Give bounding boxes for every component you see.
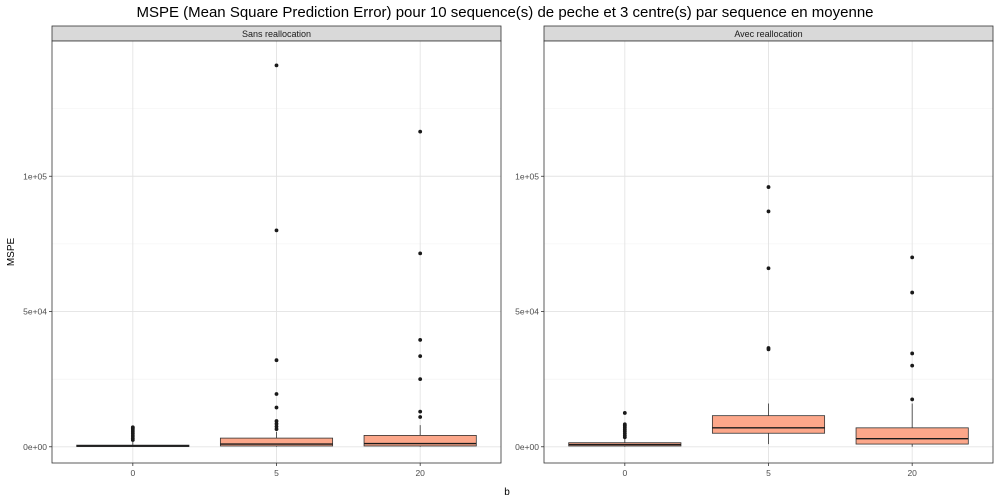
y-tick-label: 1e+05 [515,171,539,181]
box-0 [568,411,682,447]
box-iqr [711,415,826,434]
box-5 [219,63,334,447]
gridlines [544,41,993,463]
y-tick-label: 1e+05 [23,171,47,181]
outlier-point [418,409,423,414]
facet-panel-1: Sans reallocation 0e+00 5e+04 1e+05 0 5 20 [23,25,502,478]
x-tick-label: 5 [766,468,771,478]
outlier-point [910,363,915,368]
box-iqr [219,437,334,447]
y-tick-label: 5e+04 [515,307,539,317]
outlier-point [274,427,279,432]
outlier-point [274,63,279,68]
x-tick-label: 20 [415,468,425,478]
box-20 [855,255,969,447]
outlier-point [274,358,279,363]
box-iqr [363,435,477,447]
outlier-point [622,411,627,415]
box-iqr [855,427,969,445]
facet-strip-label: Sans reallocation [242,29,311,39]
facet-strip-label: Avec reallocation [734,29,802,39]
y-axis-title: MSPE [6,238,17,267]
facet-panel-2: Avec reallocation 0e+00 5e+04 1e+05 0 5 20 [515,25,994,478]
outlier-point [910,397,915,402]
outlier-point [766,346,771,350]
outlier-point [766,185,771,189]
outlier-point [418,338,423,342]
outlier-point [910,351,915,356]
y-tick-label: 0e+00 [515,442,539,452]
outlier-point [130,425,135,430]
outlier-point [910,290,915,295]
x-tick-label: 5 [274,468,279,478]
x-axis-title: b [504,487,510,498]
outlier-point [622,422,627,427]
box-20 [363,129,477,447]
outlier-point [274,421,279,426]
outlier-point [766,266,771,271]
chart-title: MSPE (Mean Square Prediction Error) pour… [136,4,873,21]
y-tick-label: 0e+00 [23,442,47,452]
outlier-point [418,251,423,256]
x-tick-label: 20 [907,468,917,478]
outlier-point [274,228,279,233]
outlier-point [274,419,279,423]
outlier-point [418,354,423,359]
outlier-point [274,405,279,410]
outlier-point [418,377,423,382]
outlier-point [766,209,771,214]
outlier-point [274,424,279,429]
outlier-point [418,415,423,419]
outlier-point [418,129,423,134]
outlier-point [274,392,279,396]
outlier-point [910,255,915,260]
box-5 [711,185,826,445]
y-tick-label: 5e+04 [23,307,47,317]
x-tick-label: 0 [130,468,135,478]
box-0 [76,425,190,447]
x-tick-label: 0 [622,468,627,478]
